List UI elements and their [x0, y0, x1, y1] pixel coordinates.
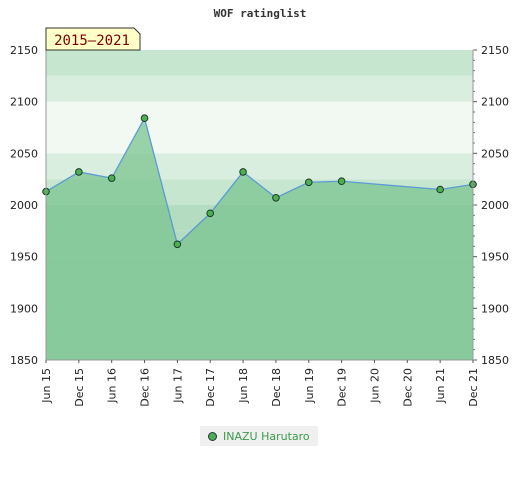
data-point: [239, 168, 247, 176]
x-tick-label: Dec 16: [139, 368, 152, 407]
y-tick-label-right: 2000: [481, 199, 509, 212]
x-tick-label: Jun 20: [368, 368, 381, 404]
y-tick-label-left: 2000: [10, 199, 38, 212]
x-tick-label: Jun 21: [434, 368, 447, 404]
y-tick-label-right: 2150: [481, 44, 509, 57]
chart-title: WOF ratinglist: [214, 7, 307, 20]
data-point: [304, 178, 313, 187]
y-tick-label-left: 2050: [10, 147, 38, 160]
data-point: [140, 114, 149, 122]
y-tick-label-right: 2050: [481, 147, 509, 160]
x-tick-label: Dec 18: [270, 368, 283, 407]
legend-marker-icon: [208, 431, 217, 441]
x-tick-label: Jun 16: [106, 368, 119, 404]
y-tick-label-left: 1950: [10, 251, 38, 264]
y-tick-label-right: 1900: [481, 302, 509, 315]
y-tick-label-left: 2100: [10, 96, 38, 109]
band: [46, 101, 473, 128]
rating-line: [45, 116, 474, 246]
y-tick-label-right: 1950: [481, 251, 509, 264]
legend: INAZU Harutaro: [200, 426, 318, 446]
y-tick-label-right: 2100: [481, 96, 509, 109]
y-tick-label-right: 1850: [481, 354, 509, 367]
x-tick-label: Dec 21: [467, 368, 480, 407]
period-badge: 2015–2021: [45, 27, 141, 51]
y-tick-label-left: 2150: [10, 44, 38, 57]
x-tick-label: Jun 18: [237, 368, 250, 404]
band: [46, 127, 473, 154]
x-tick-label: Jun 19: [303, 368, 316, 404]
x-tick-label: Dec 15: [73, 368, 86, 407]
data-point: [337, 177, 346, 186]
x-tick-label: Jun 17: [171, 368, 184, 404]
x-tick-label: Dec 19: [336, 368, 349, 407]
band: [46, 50, 473, 76]
period-badge-text: 2015–2021: [54, 33, 130, 49]
data-point: [272, 193, 280, 202]
data-point: [75, 168, 83, 176]
axes: 2150 2150 2100 2100 2050 2050 2000 2000 1950 1950…: [10, 44, 509, 407]
data-point: [107, 174, 116, 182]
data-point: [436, 185, 444, 194]
data-point: [173, 240, 182, 249]
legend-label: INAZU Harutaro: [223, 429, 310, 443]
y-tick-label-left: 1900: [10, 302, 38, 315]
band: [46, 75, 473, 102]
x-tick-label: Jun 15: [40, 368, 53, 404]
y-tick-label-left: 1850: [10, 354, 38, 367]
data-point: [206, 209, 215, 218]
x-tick-label: Dec 20: [401, 368, 414, 407]
rating-area: [46, 118, 473, 360]
x-tick-label: Dec 17: [204, 368, 217, 407]
